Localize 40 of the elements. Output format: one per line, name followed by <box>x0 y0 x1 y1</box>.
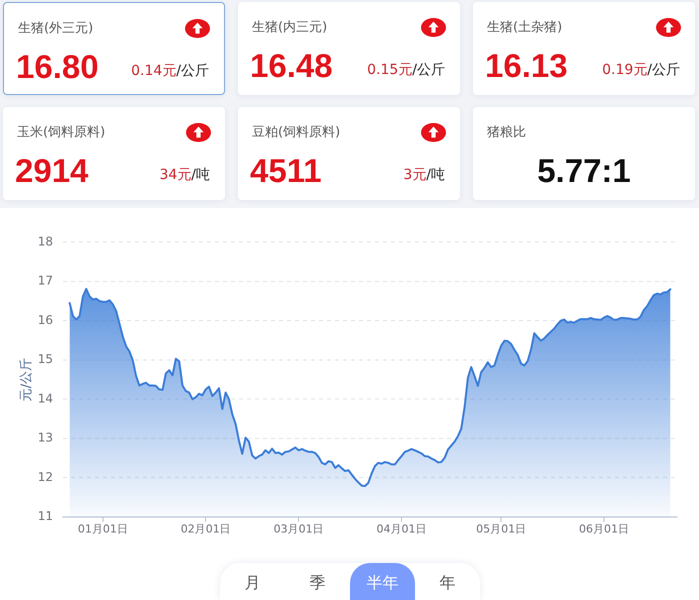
text: 16.48 <box>250 46 333 86</box>
y-tick-label: 13 <box>38 430 53 445</box>
text: /公斤 <box>412 62 445 78</box>
text: 豆粕(饲料原料) <box>252 124 340 142</box>
text: 玉米(饲料原料) <box>17 124 106 142</box>
text: 16.80 <box>16 47 99 87</box>
text: 生猪(土杂猪) <box>487 19 562 37</box>
text: /公斤 <box>647 62 680 78</box>
y-tick-label: 11 <box>38 509 53 524</box>
text: 2914 <box>15 151 88 191</box>
text: 3元 <box>403 167 426 183</box>
text: 猪粮比 <box>487 124 526 142</box>
text: 生猪(内三元) <box>252 19 328 37</box>
text: 16.13 <box>485 46 568 86</box>
y-tick-label: 18 <box>38 234 53 248</box>
x-tick-label: 03月01日 <box>274 522 324 536</box>
y-axis-title: 元/公斤 <box>19 358 34 402</box>
text: 34元 <box>159 167 192 183</box>
y-tick-label: 16 <box>38 312 53 327</box>
y-tick-label: 14 <box>38 391 53 406</box>
x-tick-label: 02月01日 <box>180 522 231 536</box>
y-tick-label: 12 <box>38 470 53 484</box>
tab-button[interactable]: 年 <box>415 563 480 600</box>
y-tick-label: 15 <box>38 352 53 366</box>
text: 生猪(外三元) <box>18 20 94 38</box>
text: 4511 <box>250 151 322 191</box>
y-tick-label: 17 <box>38 274 53 288</box>
x-tick-label: 05月01日 <box>476 522 526 536</box>
x-tick-label: 04月01日 <box>376 522 427 536</box>
text: 0.19元 <box>602 62 648 78</box>
tab-button[interactable]: 季 <box>285 563 350 600</box>
text: 0.15元 <box>367 62 412 78</box>
x-tick-label: 06月01日 <box>578 522 629 536</box>
x-tick-label: 01月01日 <box>78 522 128 536</box>
text: /吨 <box>191 167 210 183</box>
text: 5.77:1 <box>536 151 632 191</box>
tab-button[interactable]: 月 <box>220 563 285 600</box>
text: /吨 <box>426 167 445 183</box>
text: 0.14元 <box>131 63 176 79</box>
text: /公斤 <box>176 63 209 79</box>
